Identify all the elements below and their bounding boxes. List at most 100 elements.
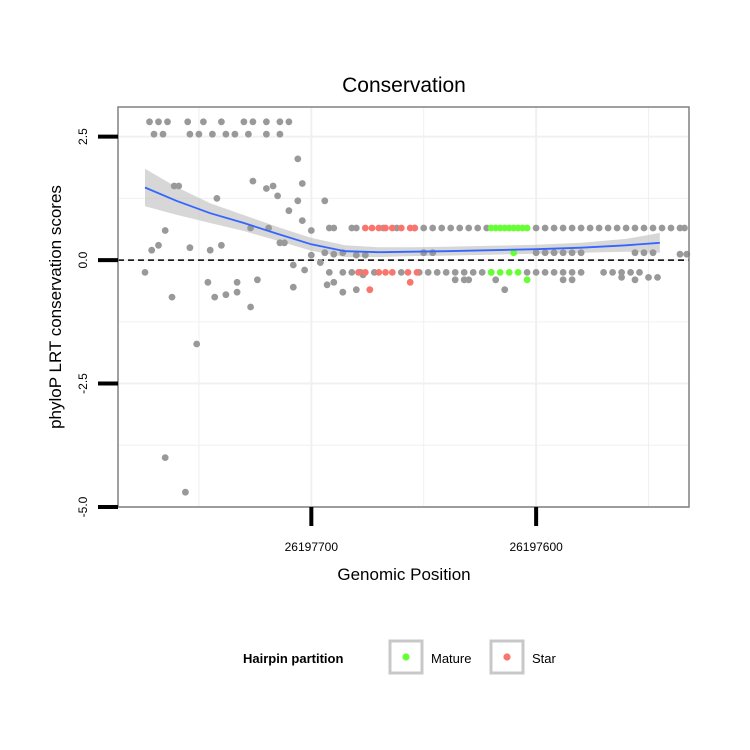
- data-point-other: [559, 249, 567, 257]
- data-point-mature: [514, 269, 522, 276]
- data-point-other: [568, 224, 576, 232]
- data-point-other: [233, 278, 241, 286]
- data-point-other: [451, 269, 459, 276]
- data-point-star: [366, 286, 374, 294]
- data-point-other: [559, 269, 567, 276]
- data-point-other: [274, 192, 281, 200]
- x-axis-label: Genomic Position: [337, 565, 470, 584]
- data-point-other: [263, 118, 270, 126]
- legend: Hairpin partition Mature Star: [243, 639, 557, 675]
- data-point-other: [339, 288, 347, 296]
- data-point-other: [294, 155, 302, 163]
- data-point-other: [676, 250, 684, 258]
- data-point-other: [186, 244, 194, 252]
- data-point-star: [368, 224, 376, 232]
- data-point-other: [622, 224, 630, 232]
- data-point-other: [276, 118, 284, 126]
- y-tick-label: -5.0: [76, 496, 90, 517]
- data-point-other: [161, 227, 169, 234]
- data-point-other: [159, 130, 167, 138]
- data-point-other: [397, 269, 405, 276]
- data-point-other: [339, 269, 347, 276]
- legend-key-star: [489, 639, 525, 675]
- smooth-trend-line: [144, 186, 660, 254]
- data-point-other: [667, 224, 675, 232]
- data-point-other: [321, 249, 329, 257]
- chart-title: Conservation: [342, 74, 466, 97]
- data-point-other: [586, 224, 594, 232]
- data-point-other: [631, 224, 639, 232]
- data-point-other: [420, 249, 428, 257]
- data-point-other: [222, 291, 230, 299]
- data-point-other: [420, 224, 428, 232]
- data-point-star: [388, 269, 396, 276]
- data-point-other: [550, 224, 558, 232]
- data-point-star: [382, 224, 389, 232]
- data-point-other: [352, 224, 360, 232]
- data-point-other: [532, 224, 540, 232]
- y-tick-label: 2.5: [76, 128, 90, 145]
- data-point-star: [411, 224, 419, 232]
- data-point-star: [361, 269, 369, 276]
- data-point-other: [568, 276, 576, 284]
- data-point-other: [175, 182, 183, 190]
- y-tick-label: -2.5: [76, 373, 90, 394]
- data-point-other: [559, 276, 567, 284]
- data-point-other: [168, 293, 176, 301]
- data-point-other: [352, 251, 360, 259]
- data-point-other: [618, 269, 625, 276]
- data-point-other: [636, 269, 643, 276]
- data-point-other: [204, 278, 212, 286]
- legend-title: Hairpin partition: [243, 651, 343, 666]
- data-point-other: [146, 118, 153, 126]
- data-point-star: [382, 269, 389, 276]
- data-point-other: [249, 177, 257, 185]
- data-point-other: [465, 224, 473, 232]
- data-point-other: [352, 286, 360, 294]
- data-point-other: [577, 249, 585, 257]
- data-point-other: [451, 276, 459, 284]
- legend-marker-star: [503, 653, 511, 661]
- data-point-other: [541, 269, 549, 276]
- data-point-other: [577, 269, 585, 276]
- data-point-other: [568, 269, 576, 276]
- data-point-other: [161, 454, 169, 461]
- data-point-other: [433, 269, 441, 276]
- data-point-other: [532, 269, 540, 276]
- data-point-other: [222, 130, 230, 138]
- data-point-other: [577, 224, 585, 232]
- data-point-star: [397, 224, 405, 232]
- data-point-other: [627, 269, 634, 276]
- data-point-other: [613, 224, 621, 232]
- data-point-other: [301, 266, 308, 274]
- data-point-mature: [505, 269, 513, 276]
- data-point-other: [541, 249, 549, 257]
- data-point-other: [429, 224, 437, 232]
- data-point-other: [276, 130, 284, 138]
- data-point-other: [604, 224, 612, 232]
- smooth-line-layer: [144, 186, 660, 254]
- data-point-other: [263, 185, 270, 192]
- data-point-other: [330, 250, 338, 258]
- smooth-confidence-band: [145, 168, 660, 258]
- data-point-other: [155, 118, 162, 126]
- data-point-other: [442, 269, 450, 276]
- data-point-other: [209, 130, 216, 138]
- x-axis: 26197700 26197600: [285, 507, 563, 554]
- data-point-star: [375, 269, 383, 276]
- legend-items: Mature Star: [388, 639, 557, 675]
- data-point-other: [307, 227, 315, 234]
- x-tick-label: 26197700: [285, 540, 339, 554]
- data-point-other: [294, 197, 302, 205]
- data-point-star: [406, 278, 414, 286]
- data-point-other: [186, 130, 194, 138]
- data-point-other: [600, 269, 607, 276]
- data-point-star: [375, 224, 383, 232]
- data-point-other: [281, 239, 288, 247]
- data-point-other: [240, 118, 248, 126]
- data-point-other: [263, 130, 270, 138]
- data-point-mature: [496, 269, 504, 276]
- data-point-other: [429, 249, 437, 257]
- data-point-other: [206, 246, 214, 254]
- data-point-other: [164, 118, 171, 126]
